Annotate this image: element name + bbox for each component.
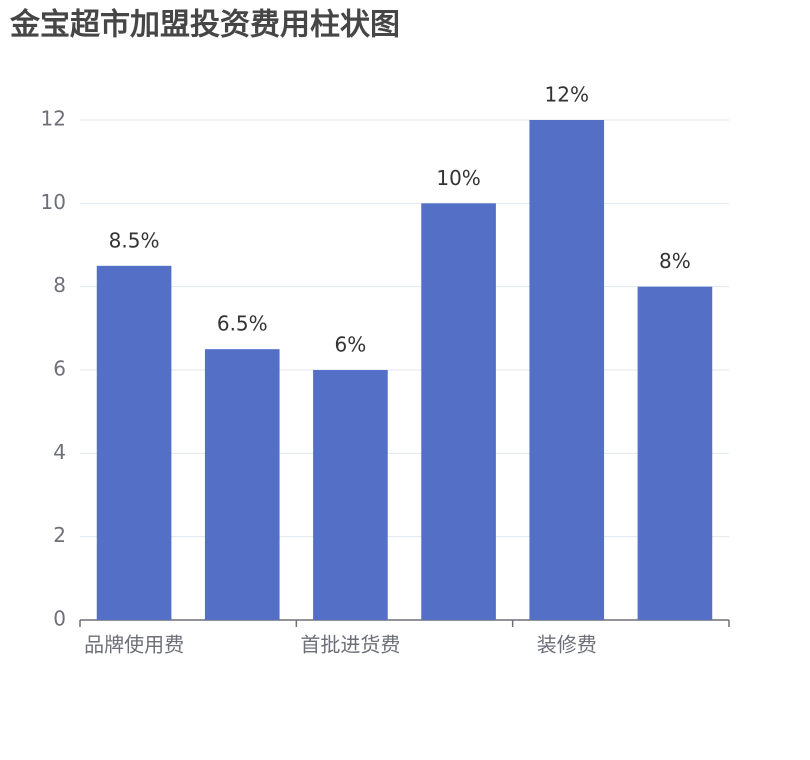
- value-label: 6.5%: [217, 312, 268, 336]
- y-tick-label: 2: [53, 523, 66, 547]
- bar: [637, 286, 713, 620]
- x-tick-label: 装修费: [537, 633, 597, 657]
- bar: [204, 349, 280, 620]
- x-tick-label: 首批进货费: [300, 633, 400, 657]
- y-tick-label: 8: [53, 273, 66, 297]
- value-label: 6%: [335, 333, 367, 357]
- y-tick-label: 6: [53, 357, 66, 381]
- bar: [313, 370, 388, 620]
- x-tick-label: 品牌使用费: [84, 633, 184, 657]
- bar: [96, 265, 172, 620]
- chart-title: 金宝超市加盟投资费用柱状图: [9, 8, 400, 43]
- value-label: 12%: [545, 83, 589, 107]
- bar: [421, 203, 496, 621]
- bar: [529, 120, 605, 620]
- y-tick-label: 4: [53, 440, 66, 464]
- y-tick-label: 0: [53, 607, 66, 631]
- value-label: 8%: [659, 249, 691, 273]
- value-label: 8.5%: [109, 228, 160, 252]
- y-tick-label: 10: [41, 190, 66, 214]
- y-tick-label: 12: [41, 107, 66, 131]
- value-label: 10%: [436, 166, 480, 190]
